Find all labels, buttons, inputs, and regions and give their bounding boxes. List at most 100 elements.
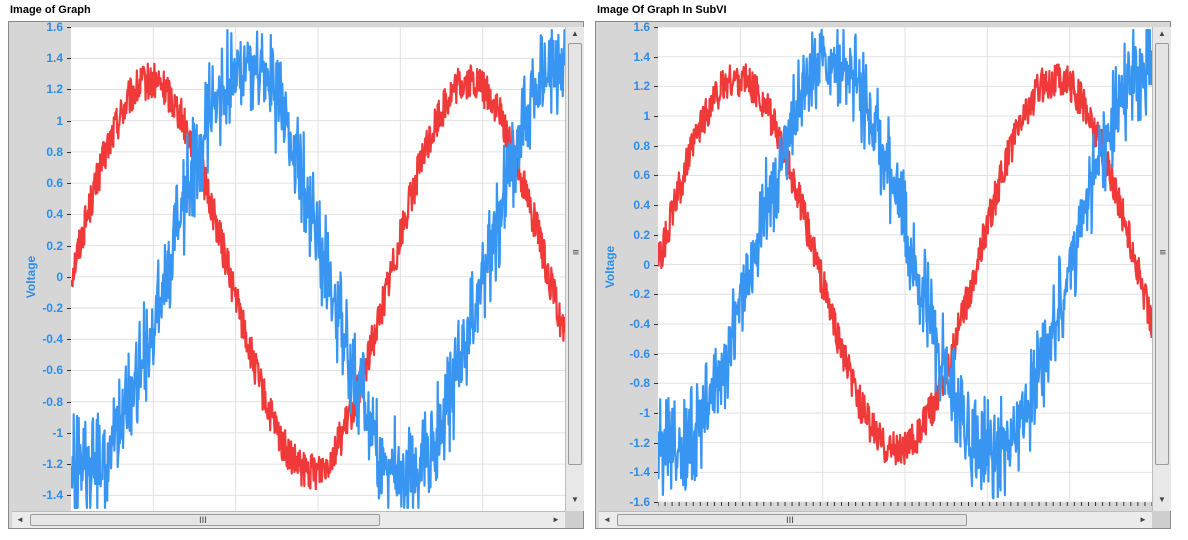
y-tick-label: 0.8 xyxy=(633,138,650,153)
y-tick-label: 0.4 xyxy=(46,207,63,222)
y-tick-label: -1.2 xyxy=(42,457,63,472)
y-tick-label: 1 xyxy=(643,109,650,124)
y-tick-mark xyxy=(654,264,658,266)
y-tick-label: -1.4 xyxy=(629,465,650,480)
y-tick-mark xyxy=(67,401,71,403)
y-tick-label: 1.4 xyxy=(46,51,63,66)
grip-icon: ≡ xyxy=(1159,248,1167,258)
y-tick-label: 0 xyxy=(56,269,63,284)
y-tick-mark xyxy=(67,432,71,434)
graph-1-vscroll-thumb[interactable]: ≡ xyxy=(568,43,582,465)
scroll-down-arrow-icon[interactable]: ▼ xyxy=(1158,495,1166,504)
y-tick-mark xyxy=(654,234,658,236)
grip-icon: III xyxy=(786,516,794,526)
y-tick-label: 0.6 xyxy=(633,168,650,183)
graph-1-vertical-scrollbar[interactable]: ▲ ≡ ▼ xyxy=(565,27,584,511)
y-tick-label: -0.4 xyxy=(629,316,650,331)
y-tick-label: -0.6 xyxy=(42,363,63,378)
y-tick-label: 1.2 xyxy=(633,79,650,94)
y-tick-label: -1 xyxy=(639,405,650,420)
y-tick-label: -0.6 xyxy=(629,346,650,361)
graph-2-title: Image Of Graph In SubVI xyxy=(597,4,727,16)
y-tick-label: 1.2 xyxy=(46,82,63,97)
y-tick-mark xyxy=(67,245,71,247)
series-red-line xyxy=(69,62,567,491)
graph-2-frame: Voltage 1.6 1.4 1.2 1 0.8 0.6 0.4 0.2 0 -0.2 -0.4-… xyxy=(595,20,1171,530)
graph-1-svg xyxy=(69,26,567,511)
graph-2-horizontal-scrollbar[interactable]: ◄ III ► xyxy=(599,511,1152,528)
y-tick-mark xyxy=(654,27,658,28)
graph-2-vscroll-thumb[interactable]: ≡ xyxy=(1155,43,1169,465)
y-tick-mark xyxy=(654,294,658,296)
y-tick-mark xyxy=(654,353,658,355)
series-blue-line xyxy=(656,28,1154,500)
series-blue-line xyxy=(69,28,567,509)
y-tick-mark xyxy=(67,276,71,278)
y-tick-mark xyxy=(67,151,71,153)
graph-2-hscroll-thumb[interactable]: III xyxy=(617,514,967,526)
graph-1-title: Image of Graph xyxy=(10,4,91,16)
y-tick-label: 0.6 xyxy=(46,176,63,191)
y-tick-mark xyxy=(654,116,658,118)
y-tick-mark xyxy=(67,308,71,310)
scroll-left-arrow-icon[interactable]: ◄ xyxy=(603,515,611,524)
graph-1-hscroll-thumb[interactable]: III xyxy=(30,514,380,526)
y-tick-label: 1.4 xyxy=(633,49,650,64)
y-tick-label: -0.4 xyxy=(42,332,63,347)
y-tick-mark xyxy=(67,370,71,372)
y-tick-label: -1.2 xyxy=(629,435,650,450)
graph-2-y-ticks: 1.6 1.4 1.2 1 0.8 0.6 0.4 0.2 0 -0.2 -0.4 -0.6 -0.8 -… xyxy=(596,20,658,530)
y-tick-mark xyxy=(67,58,71,60)
grip-icon: III xyxy=(199,516,207,526)
y-tick-mark xyxy=(67,339,71,341)
graph-1-plot[interactable] xyxy=(69,26,567,511)
y-tick-label: 0 xyxy=(643,257,650,272)
graph-1-corner xyxy=(565,511,583,528)
graph-2-plot[interactable] xyxy=(656,26,1154,506)
y-tick-mark xyxy=(654,205,658,207)
graph-2-svg xyxy=(656,26,1154,506)
y-tick-mark xyxy=(654,383,658,385)
y-tick-label: -1 xyxy=(52,425,63,440)
y-tick-label: 0.2 xyxy=(633,227,650,242)
series-red-line xyxy=(656,63,1154,466)
scroll-right-arrow-icon[interactable]: ► xyxy=(552,515,560,524)
y-tick-mark xyxy=(654,472,658,474)
y-tick-mark xyxy=(654,442,658,444)
y-tick-mark xyxy=(654,412,658,414)
y-tick-label: -0.2 xyxy=(629,287,650,302)
y-tick-label: 0.4 xyxy=(633,198,650,213)
y-tick-mark xyxy=(67,214,71,216)
y-tick-label: 1.6 xyxy=(633,20,650,34)
y-tick-mark xyxy=(654,175,658,177)
y-tick-mark xyxy=(654,145,658,147)
graph-1-horizontal-scrollbar[interactable]: ◄ III ► xyxy=(12,511,565,528)
y-tick-mark xyxy=(67,495,71,497)
y-tick-label: 1.6 xyxy=(46,20,63,34)
y-tick-mark xyxy=(654,86,658,88)
y-tick-label: -0.8 xyxy=(42,394,63,409)
y-tick-mark xyxy=(654,502,658,503)
scroll-up-arrow-icon[interactable]: ▲ xyxy=(1158,29,1166,38)
y-tick-label: 0.8 xyxy=(46,144,63,159)
y-tick-mark xyxy=(654,323,658,325)
scroll-right-arrow-icon[interactable]: ► xyxy=(1139,515,1147,524)
grip-icon: ≡ xyxy=(572,248,580,258)
y-tick-label: -0.8 xyxy=(629,376,650,391)
y-tick-mark xyxy=(67,464,71,466)
graph-1-frame: Voltage 1.6 1.4 1.2 1 0.8 0.6 0.4 0.2 0 -0.2 -0.4-… xyxy=(8,20,584,530)
scroll-up-arrow-icon[interactable]: ▲ xyxy=(571,29,579,38)
y-tick-mark xyxy=(67,120,71,122)
y-tick-label: 1 xyxy=(56,113,63,128)
scroll-left-arrow-icon[interactable]: ◄ xyxy=(16,515,24,524)
graph-1-y-ticks: 1.6 1.4 1.2 1 0.8 0.6 0.4 0.2 0 -0.2 -0.4 -0.6 -0.8 -… xyxy=(9,20,71,530)
scroll-down-arrow-icon[interactable]: ▼ xyxy=(571,495,579,504)
y-tick-mark xyxy=(67,183,71,185)
y-tick-mark xyxy=(67,27,71,28)
y-tick-label: -1.6 xyxy=(629,495,650,509)
y-tick-label: -1.4 xyxy=(42,488,63,503)
y-tick-mark xyxy=(67,89,71,91)
graph-2-vertical-scrollbar[interactable]: ▲ ≡ ▼ xyxy=(1152,27,1171,511)
y-tick-label: -0.2 xyxy=(42,301,63,316)
graph-2-corner xyxy=(1152,511,1170,528)
